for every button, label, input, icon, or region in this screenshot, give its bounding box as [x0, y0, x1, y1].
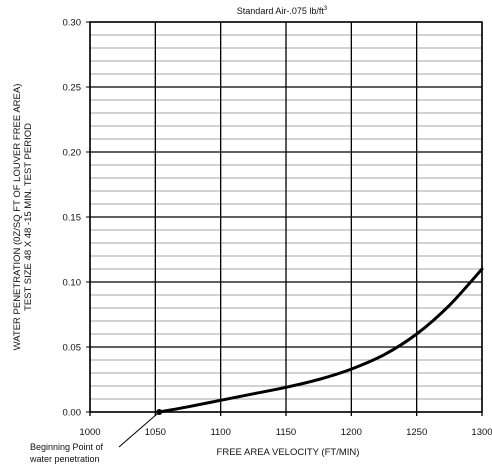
x-tick-label: 1050	[145, 427, 166, 438]
chart-title: Standard Air-.075 lb/ft3	[237, 6, 328, 16]
beginning-point-annotation: Beginning Point of water penetration	[29, 411, 160, 464]
annotation-leader-line	[118, 411, 160, 448]
y-tick-label: 0.15	[63, 213, 82, 224]
x-tick-label: 1000	[79, 427, 100, 438]
series-layer	[156, 267, 484, 415]
y-tick-label: 0.25	[63, 83, 82, 94]
annotation-text-line-2: water penetration	[29, 454, 100, 464]
y-tick-label: 0.20	[63, 148, 82, 159]
x-tick-label: 1150	[276, 427, 296, 438]
series-line	[157, 267, 484, 414]
major-grid	[89, 21, 483, 416]
x-tick-label: 1200	[341, 427, 362, 438]
annotation-text-line-1: Beginning Point of	[30, 442, 104, 452]
x-tick-label: 1300	[471, 427, 492, 438]
y-tick-label: 0.05	[63, 343, 82, 354]
x-axis-title: FREE AREA VELOCITY (FT/MIN)	[217, 447, 360, 458]
y-tick-label: 0.10	[63, 278, 82, 289]
x-tick-label: 1250	[406, 427, 427, 438]
y-axis-title-line-1: WATER PENETRATION (0Z/SQ FT OF LOUVER FR…	[12, 84, 23, 351]
y-axis-title-line-2: TEST SIZE 48 X 48 -15 MIN. TEST PERIOD	[23, 123, 34, 311]
x-tick-label: 1100	[210, 427, 230, 438]
y-tick-label: 0.00	[63, 408, 82, 419]
x-tick-labels: 1000 1050 1100 1150 1200 1250 1300	[79, 427, 492, 438]
y-tick-label: 0.30	[63, 18, 82, 29]
y-tick-labels: 0.00 0.05 0.10 0.15 0.20 0.25 0.30	[63, 18, 90, 419]
